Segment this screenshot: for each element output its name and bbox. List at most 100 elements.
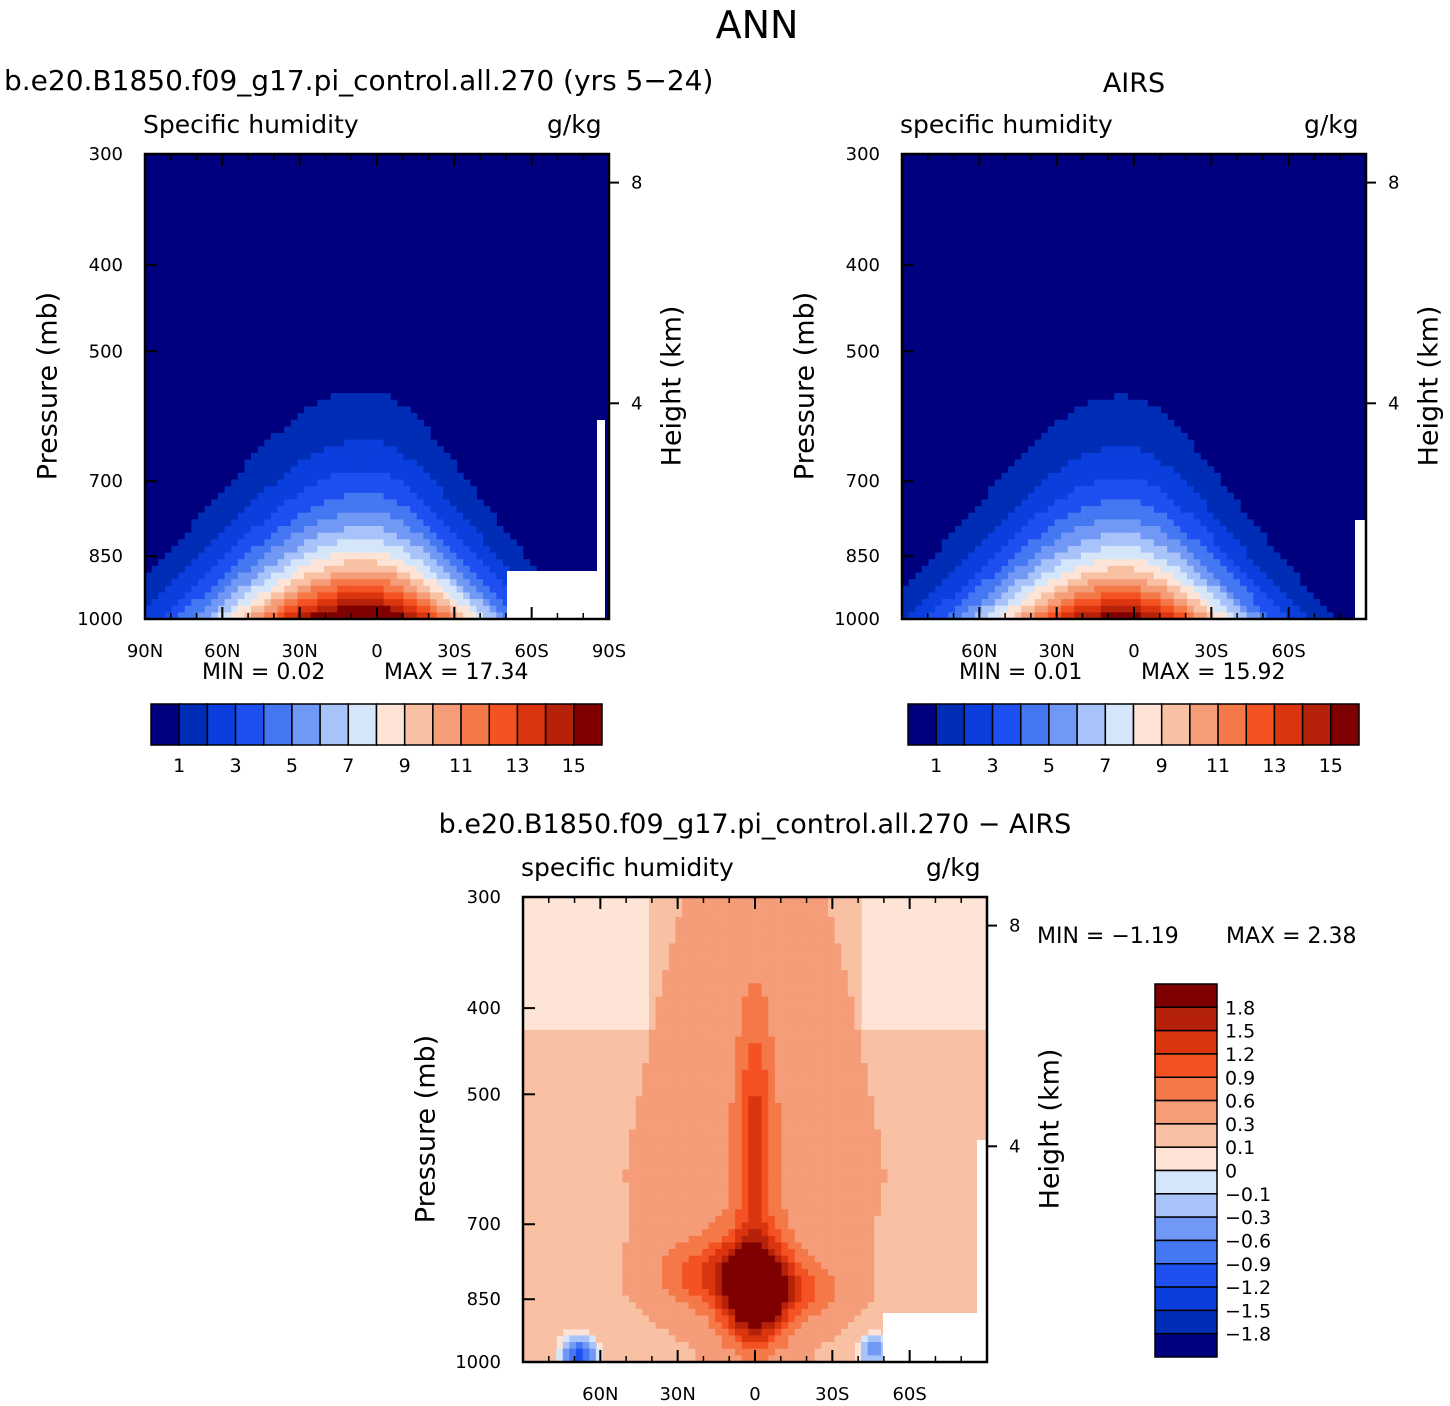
contour-cell [1120,532,1128,540]
contour-cell [562,1242,570,1250]
contour-cell [1286,572,1294,580]
contour-cell [529,1136,537,1144]
contour-cell [317,452,325,461]
contour-cell [523,1342,531,1350]
contour-cell [403,552,411,560]
contour-cell [682,1355,690,1363]
contour-cell [483,592,491,600]
contour-cell [556,1315,564,1323]
contour-cell [708,996,716,1004]
contour-cell [1127,552,1135,560]
contour-cell [701,976,710,984]
contour-cell [542,1156,551,1164]
contour-cell [270,479,279,487]
contour-cell [1167,579,1175,587]
contour-cell [688,1109,696,1117]
contour-cell [383,472,391,481]
contour-cell [1127,426,1135,434]
contour-cell [1087,406,1095,414]
contour-cell [556,1182,564,1190]
contour-cell [542,1036,551,1044]
contour-cell [536,1142,544,1151]
contour-cell [582,1315,590,1323]
contour-cell [1240,592,1248,600]
contour-cell [1160,572,1168,580]
contour-cell [1226,526,1235,534]
contour-cell [662,897,670,905]
contour-cell [1067,446,1075,454]
contour-cell [410,592,418,600]
contour-cell [589,1083,597,1091]
contour-cell [1120,599,1128,607]
contour-cell [701,1195,710,1204]
contour-cell [1127,519,1135,527]
contour-cell [589,1136,597,1144]
contour-cell [635,1328,643,1337]
contour-cell [1160,559,1168,567]
contour-cell [310,492,318,501]
contour-cell [1233,585,1241,594]
contour-cell [682,983,690,991]
contour-cell [748,910,756,918]
contour-cell [443,559,451,567]
contour-cell [655,1116,663,1124]
contour-cell [682,963,690,971]
contour-cell [1173,459,1181,467]
contour-cell [416,552,424,560]
contour-cell [1001,605,1009,613]
contour-cell [310,519,318,527]
contour-cell [609,1282,617,1290]
contour-cell [304,599,312,607]
contour-cell [529,1288,537,1297]
contour-cell [489,612,497,620]
contour-cell [1061,519,1069,527]
contour-cell [523,1176,531,1184]
contour-cell [688,1342,696,1350]
contour-cell [582,1308,590,1317]
contour-cell [523,1129,531,1137]
contour-cell [595,1096,604,1104]
contour-cell [416,446,424,454]
contour-cell [595,1116,604,1124]
contour-cell [390,612,398,620]
contour-cell [483,532,491,540]
contour-cell [383,466,391,474]
contour-cell [708,1149,716,1157]
contour-cell [436,579,444,587]
contour-cell [1167,605,1175,613]
contour-cell [1127,479,1135,487]
contour-cell [430,612,438,620]
contour-cell [297,512,305,520]
contour-cell [383,492,391,501]
contour-cell [1107,579,1115,587]
contour-cell [357,406,365,414]
contour-cell [1014,532,1022,540]
contour-cell [264,439,272,447]
contour-cell [523,1076,531,1084]
contour-cell [1233,599,1241,607]
contour-cell [323,506,332,514]
contour-cell [629,1209,637,1217]
contour-cell [284,519,292,527]
contour-cell [396,545,405,554]
contour-cell [556,1202,564,1210]
contour-cell [622,1348,630,1356]
contour-cell [483,579,491,587]
contour-cell [1213,572,1221,580]
contour-cell [184,612,192,620]
contour-cell [456,499,464,507]
contour-cell [1074,526,1082,534]
contour-cell [1293,599,1301,607]
contour-cell [629,1049,637,1058]
contour-cell [297,572,305,580]
contour-cell [330,612,338,620]
contour-cell [701,1288,710,1297]
contour-cell [383,599,391,607]
contour-cell [343,459,352,467]
contour-cell [357,486,365,494]
contour-cell [204,559,212,567]
contour-cell [383,532,391,540]
x-tick-label: 30N [281,641,317,662]
contour-cell [688,1315,696,1323]
contour-cell [948,532,956,540]
